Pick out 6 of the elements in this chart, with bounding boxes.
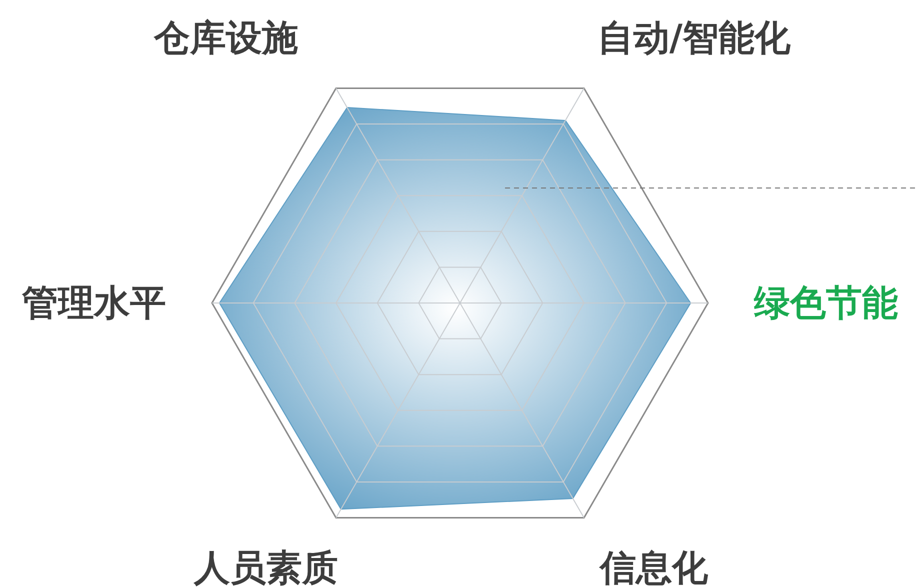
spoke-label: 人员素质 bbox=[193, 548, 338, 588]
spoke-label: 自动/智能化 bbox=[597, 18, 792, 60]
spoke-label: 仓库设施 bbox=[153, 18, 298, 60]
spoke-label: 管理水平 bbox=[21, 283, 166, 324]
spoke-label: 绿色节能 bbox=[753, 283, 898, 324]
spoke-label: 信息化 bbox=[598, 548, 709, 588]
